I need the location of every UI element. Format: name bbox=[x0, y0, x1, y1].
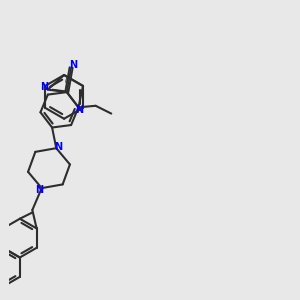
Text: N: N bbox=[40, 82, 49, 92]
Text: N: N bbox=[75, 104, 83, 115]
Text: C: C bbox=[64, 76, 70, 85]
Text: N: N bbox=[70, 60, 78, 70]
Text: N: N bbox=[35, 185, 44, 195]
Text: N: N bbox=[54, 142, 62, 152]
